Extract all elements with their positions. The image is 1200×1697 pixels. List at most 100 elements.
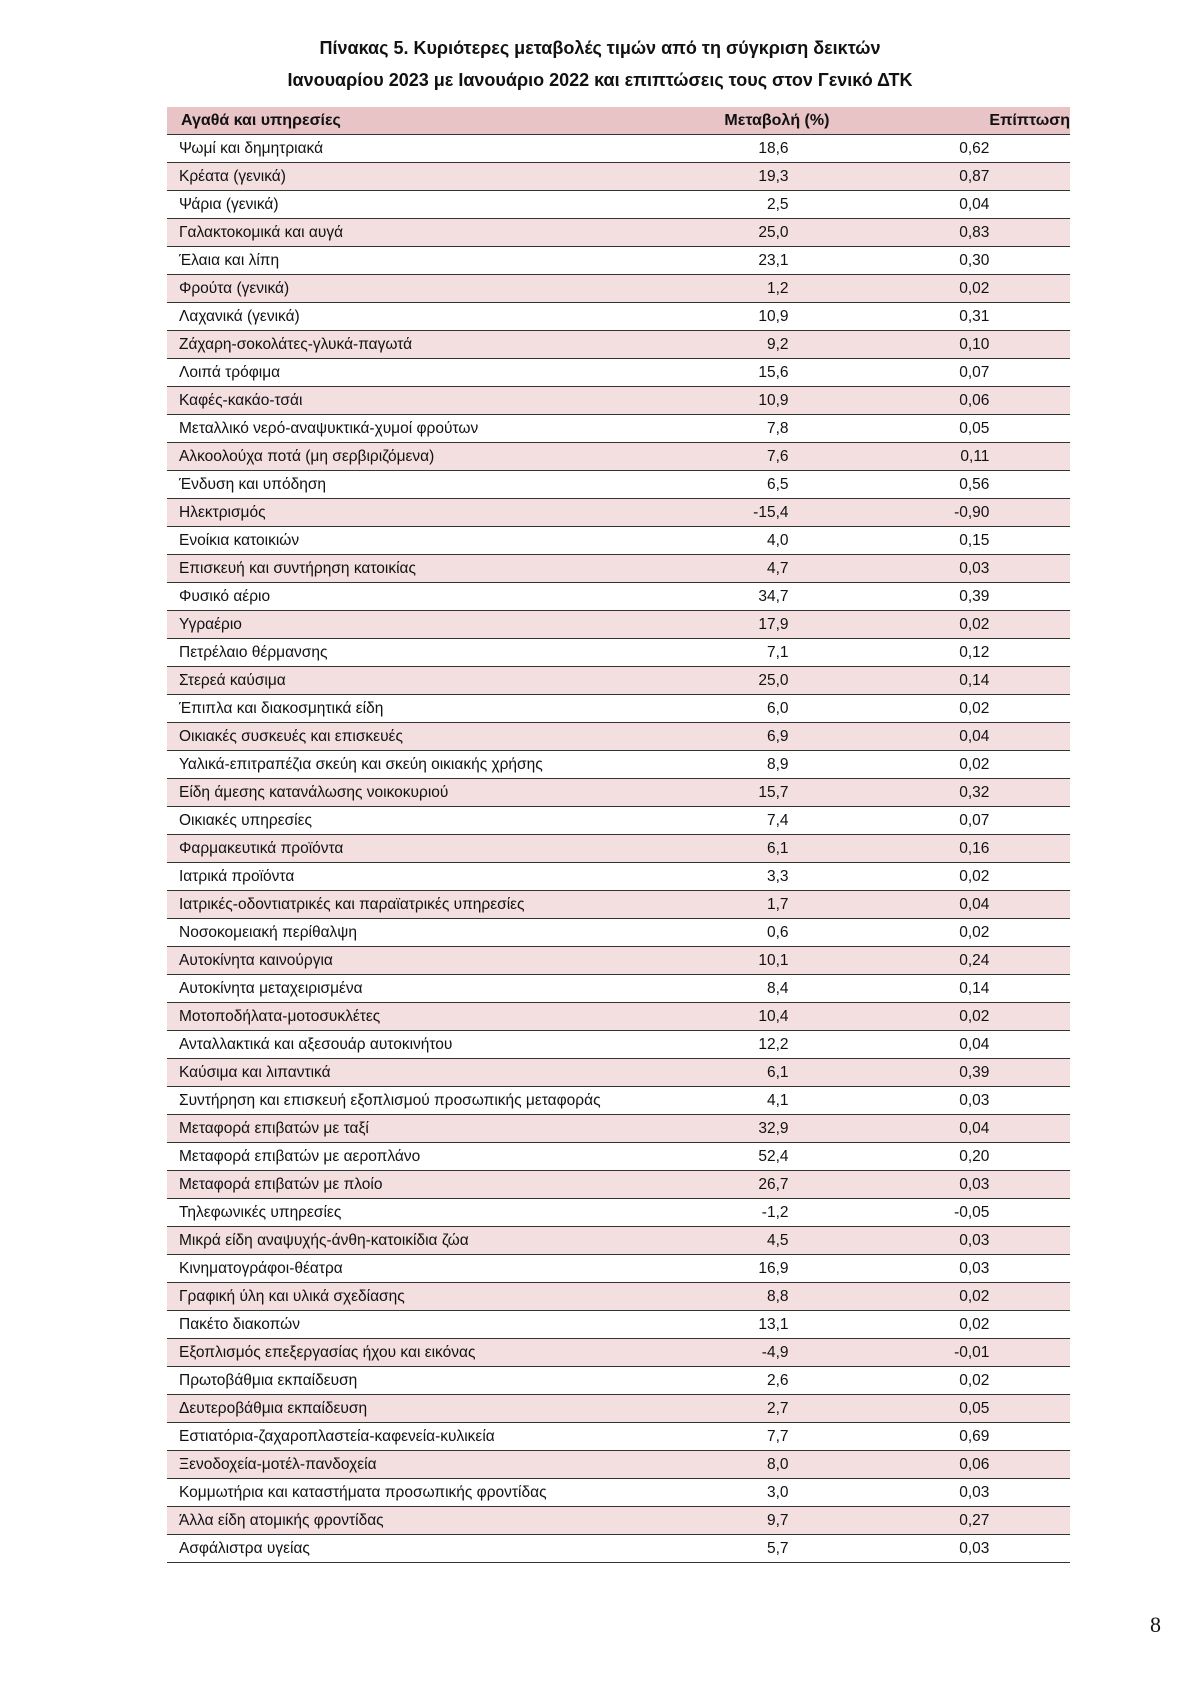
row-spacer xyxy=(989,218,1070,247)
row-spacer xyxy=(989,358,1070,387)
item-name: Έπιπλα και διακοσμητικά είδη xyxy=(167,694,673,723)
row-spacer xyxy=(989,582,1070,611)
table-row: Εξοπλισμός επεξεργασίας ήχου και εικόνας… xyxy=(167,1338,1070,1367)
row-spacer xyxy=(989,246,1070,275)
change-value: 7,4 xyxy=(672,806,789,835)
impact-value: 0,15 xyxy=(788,526,990,555)
title-line: Πίνακας 5. Κυριότερες μεταβολές τιμών απ… xyxy=(319,38,881,58)
item-name: Πακέτο διακοπών xyxy=(167,1310,673,1339)
impact-value: 0,24 xyxy=(788,946,990,975)
row-spacer xyxy=(989,1394,1070,1423)
row-spacer xyxy=(989,1282,1070,1311)
impact-value: 0,03 xyxy=(788,1170,990,1199)
item-name: Γαλακτοκομικά και αυγά xyxy=(167,218,673,247)
change-value: 12,2 xyxy=(672,1030,789,1059)
item-name: Ξενοδοχεία-μοτέλ-πανδοχεία xyxy=(167,1450,673,1479)
row-spacer xyxy=(989,1086,1070,1115)
row-spacer xyxy=(989,274,1070,303)
impact-value: 0,03 xyxy=(788,1534,990,1563)
column-header: Επίπτωση xyxy=(989,107,1070,135)
table-row: Γραφική ύλη και υλικά σχεδίασης 8,8 0,02 xyxy=(167,1282,1070,1311)
change-value: 17,9 xyxy=(672,610,789,639)
item-name: Ανταλλακτικά και αξεσουάρ αυτοκινήτου xyxy=(167,1030,673,1059)
item-name: Ψάρια (γενικά) xyxy=(167,190,673,219)
row-spacer xyxy=(989,610,1070,639)
impact-value: 0,02 xyxy=(788,694,990,723)
item-name: Αλκοολούχα ποτά (μη σερβιριζόμενα) xyxy=(167,442,673,471)
table-row: Ηλεκτρισμός -15,4 -0,90 xyxy=(167,498,1070,527)
row-spacer xyxy=(989,834,1070,863)
item-name: Δευτεροβάθμια εκπαίδευση xyxy=(167,1394,673,1423)
row-spacer xyxy=(989,1058,1070,1087)
change-value: 6,1 xyxy=(672,834,789,863)
table-row: Μικρά είδη αναψυχής-άνθη-κατοικίδια ζώα 4… xyxy=(167,1226,1070,1255)
change-value: 8,9 xyxy=(672,750,789,779)
row-spacer xyxy=(989,190,1070,219)
change-value: 6,9 xyxy=(672,722,789,751)
impact-value: 0,03 xyxy=(788,1478,990,1507)
table-row: Ενοίκια κατοικιών 4,0 0,15 xyxy=(167,526,1070,555)
item-name: Μεταφορά επιβατών με ταξί xyxy=(167,1114,673,1143)
impact-value: 0,07 xyxy=(788,806,990,835)
change-value: 13,1 xyxy=(672,1310,789,1339)
change-value: 15,7 xyxy=(672,778,789,807)
change-value: 8,4 xyxy=(672,974,789,1003)
row-spacer xyxy=(989,470,1070,499)
row-spacer xyxy=(989,722,1070,751)
change-value: 10,9 xyxy=(672,386,789,415)
row-spacer xyxy=(989,890,1070,919)
table-row: Ασφάλιστρα υγείας 5,7 0,03 xyxy=(167,1534,1070,1563)
table-row: Ζάχαρη-σοκολάτες-γλυκά-παγωτά 9,2 0,10 xyxy=(167,330,1070,359)
table-row: Ψωμί και δημητριακά 18,6 0,62 xyxy=(167,134,1070,163)
table-row: Οικιακές συσκευές και επισκευές 6,9 0,04 xyxy=(167,722,1070,751)
row-spacer xyxy=(989,162,1070,191)
impact-value: 0,10 xyxy=(788,330,990,359)
change-value: 5,7 xyxy=(672,1534,789,1563)
table-row: Μοτοποδήλατα-μοτοσυκλέτες 10,4 0,02 xyxy=(167,1002,1070,1031)
table-row: Συντήρηση και επισκευή εξοπλισμού προσωπ… xyxy=(167,1086,1070,1115)
table-body: Ψωμί και δημητριακά 18,6 0,62 Κρέατα (γενικ… xyxy=(167,134,1070,1563)
item-name: Αυτοκίνητα μεταχειρισμένα xyxy=(167,974,673,1003)
row-spacer xyxy=(989,1534,1070,1563)
item-name: Κινηματογράφοι-θέατρα xyxy=(167,1254,673,1283)
impact-value: 0,02 xyxy=(788,1282,990,1311)
item-name: Λοιπά τρόφιμα xyxy=(167,358,673,387)
item-name: Ένδυση και υπόδηση xyxy=(167,470,673,499)
impact-value: 0,39 xyxy=(788,582,990,611)
impact-value: 0,31 xyxy=(788,302,990,331)
item-name: Υγραέριο xyxy=(167,610,673,639)
row-spacer xyxy=(989,1002,1070,1031)
table-row: Κρέατα (γενικά) 19,3 0,87 xyxy=(167,162,1070,191)
item-name: Υαλικά-επιτραπέζια σκεύη και σκεύη οικια… xyxy=(167,750,673,779)
item-name: Κρέατα (γενικά) xyxy=(167,162,673,191)
table-row: Έλαια και λίπη 23,1 0,30 xyxy=(167,246,1070,275)
table-row: Λοιπά τρόφιμα 15,6 0,07 xyxy=(167,358,1070,387)
item-name: Ενοίκια κατοικιών xyxy=(167,526,673,555)
table-row: Έπιπλα και διακοσμητικά είδη 6,0 0,02 xyxy=(167,694,1070,723)
table-row: Είδη άμεσης κατανάλωσης νοικοκυριού 15,7 0… xyxy=(167,778,1070,807)
item-name: Συντήρηση και επισκευή εξοπλισμού προσωπ… xyxy=(167,1086,673,1115)
change-value: 1,2 xyxy=(672,274,789,303)
table-row: Μεταφορά επιβατών με πλοίο 26,7 0,03 xyxy=(167,1170,1070,1199)
table-row: Ιατρικά προϊόντα 3,3 0,02 xyxy=(167,862,1070,891)
change-value: 26,7 xyxy=(672,1170,789,1199)
table-row: Φρούτα (γενικά) 1,2 0,02 xyxy=(167,274,1070,303)
impact-value: 0,27 xyxy=(788,1506,990,1535)
impact-value: 0,03 xyxy=(788,1254,990,1283)
item-name: Επισκευή και συντήρηση κατοικίας xyxy=(167,554,673,583)
impact-value: 0,05 xyxy=(788,414,990,443)
change-value: 7,6 xyxy=(672,442,789,471)
row-spacer xyxy=(989,1030,1070,1059)
impact-value: 0,06 xyxy=(788,1450,990,1479)
row-spacer xyxy=(989,1142,1070,1171)
table-row: Ανταλλακτικά και αξεσουάρ αυτοκινήτου 12,… xyxy=(167,1030,1070,1059)
change-value: 3,0 xyxy=(672,1478,789,1507)
change-value: 9,7 xyxy=(672,1506,789,1535)
impact-value: 0,12 xyxy=(788,638,990,667)
change-value: -15,4 xyxy=(672,498,789,527)
impact-value: 0,04 xyxy=(788,1030,990,1059)
row-spacer xyxy=(989,946,1070,975)
table-row: Τηλεφωνικές υπηρεσίες -1,2 -0,05 xyxy=(167,1198,1070,1227)
column-header: Αγαθά και υπηρεσίες xyxy=(167,107,673,135)
impact-value: 0,30 xyxy=(788,246,990,275)
